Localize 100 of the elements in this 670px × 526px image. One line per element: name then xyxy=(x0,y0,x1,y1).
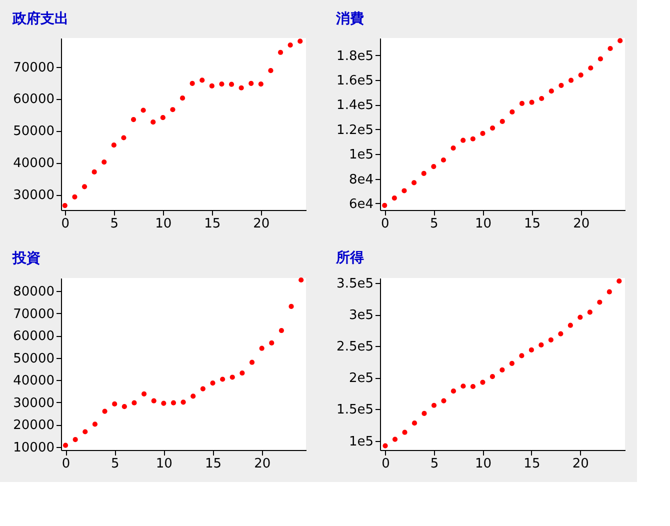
point xyxy=(249,360,255,365)
y-tick-label: 70000 xyxy=(13,60,54,76)
y-tick-label: 1.6e5 xyxy=(336,73,374,88)
point xyxy=(460,384,466,389)
y-tick-label: 1.4e5 xyxy=(336,98,374,114)
point xyxy=(480,130,486,136)
point xyxy=(92,422,98,427)
y-tick-label: 10000 xyxy=(13,440,54,456)
point xyxy=(210,380,216,386)
point xyxy=(228,82,234,87)
chart-title: 政府支出 xyxy=(12,10,69,27)
point xyxy=(528,347,534,352)
point xyxy=(431,164,436,170)
y-tick-label: 30000 xyxy=(13,396,54,411)
point xyxy=(568,322,573,328)
point xyxy=(490,374,496,380)
point xyxy=(587,310,592,315)
y-tick-label: 1.2e5 xyxy=(336,122,374,138)
x-tick-label: 5 xyxy=(430,216,438,232)
point xyxy=(180,96,186,101)
x-tick-label: 15 xyxy=(524,456,540,472)
point xyxy=(258,81,264,87)
point xyxy=(509,360,515,366)
point xyxy=(392,436,398,442)
x-tick-label: 20 xyxy=(572,456,589,472)
point xyxy=(422,410,427,416)
y-tick-label: 40000 xyxy=(13,156,54,172)
point xyxy=(190,80,195,86)
point xyxy=(548,88,554,94)
point xyxy=(480,380,486,385)
x-tick-label: 5 xyxy=(430,456,439,472)
y-tick-label: 1e5 xyxy=(348,148,374,163)
point xyxy=(259,346,264,351)
point xyxy=(121,135,126,140)
point xyxy=(82,184,88,190)
x-tick-label: 0 xyxy=(380,216,390,232)
point xyxy=(460,138,466,143)
point xyxy=(160,115,166,120)
point xyxy=(510,109,515,115)
x-tick-label: 10 xyxy=(474,216,492,232)
point xyxy=(450,145,456,151)
y-tick-label: 1.8e5 xyxy=(336,48,374,64)
point xyxy=(220,376,226,382)
point xyxy=(72,194,78,200)
point xyxy=(470,384,476,390)
point xyxy=(539,96,544,102)
point xyxy=(209,83,214,88)
point xyxy=(558,82,564,88)
point xyxy=(402,188,407,194)
point xyxy=(529,100,534,105)
point xyxy=(288,42,293,48)
point xyxy=(161,400,166,406)
point xyxy=(140,108,146,113)
point xyxy=(62,442,68,448)
chart-title: 消費 xyxy=(335,11,364,27)
point xyxy=(112,401,118,406)
y-tick-label: 50000 xyxy=(13,351,54,366)
point xyxy=(62,202,68,208)
point xyxy=(132,400,137,406)
point xyxy=(278,328,284,334)
point xyxy=(240,370,245,376)
point xyxy=(500,367,505,373)
chart-title: 所得 xyxy=(335,250,364,266)
point xyxy=(598,56,604,62)
point xyxy=(588,65,594,71)
x-tick-label: 10 xyxy=(474,456,492,472)
y-tick-label: 2.5e5 xyxy=(336,340,374,355)
y-tick-label: 30000 xyxy=(13,188,54,204)
x-tick-label: 20 xyxy=(253,216,270,232)
point xyxy=(238,85,244,90)
y-tick-label: 3.5e5 xyxy=(336,276,374,292)
point xyxy=(450,388,456,394)
point xyxy=(82,429,88,434)
point xyxy=(616,278,622,284)
point xyxy=(288,304,294,310)
point xyxy=(122,404,127,410)
point xyxy=(298,277,304,283)
x-tick-label: 0 xyxy=(62,456,70,472)
point xyxy=(382,202,388,208)
y-tick-label: 1.5e5 xyxy=(336,402,374,418)
y-tick-label: 8e4 xyxy=(348,172,374,188)
x-tick-label: 10 xyxy=(155,216,172,232)
point xyxy=(392,195,397,201)
y-tick-label: 6e4 xyxy=(348,196,374,212)
y-tick-label: 20000 xyxy=(13,418,54,434)
point xyxy=(490,125,496,131)
point xyxy=(200,386,206,392)
point xyxy=(298,38,303,44)
point xyxy=(230,374,235,380)
point xyxy=(608,46,613,52)
point xyxy=(578,314,583,320)
point xyxy=(411,180,417,186)
y-tick-label: 70000 xyxy=(13,306,54,322)
y-tick-label: 40000 xyxy=(13,374,54,389)
point xyxy=(72,436,78,442)
point xyxy=(269,340,274,346)
point xyxy=(500,118,505,124)
point xyxy=(200,78,205,83)
point xyxy=(92,169,97,174)
point xyxy=(180,400,186,405)
